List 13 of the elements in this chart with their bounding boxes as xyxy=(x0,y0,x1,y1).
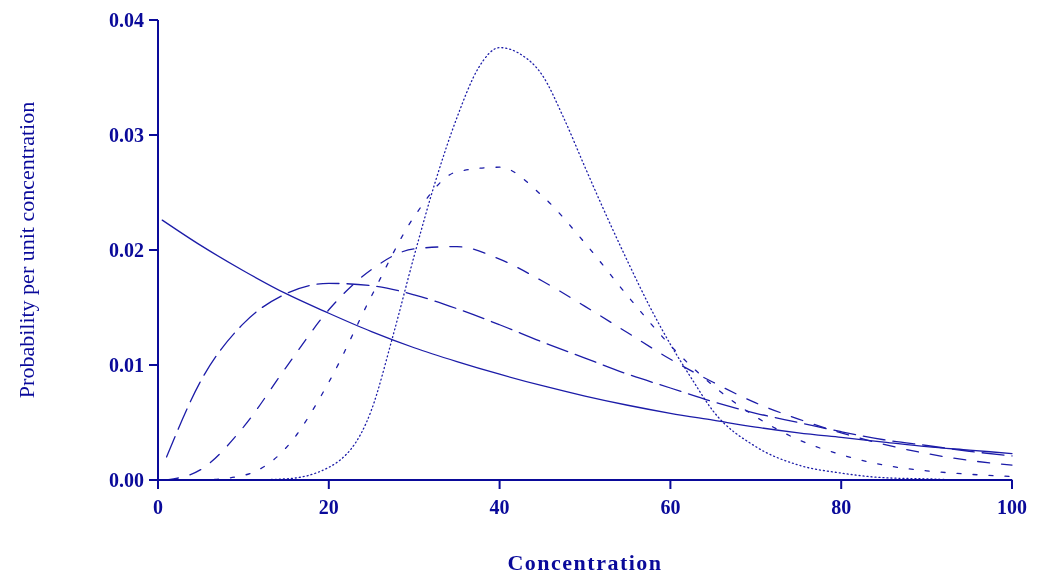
x-axis-title: Concentration xyxy=(507,550,663,575)
y-axis-title: Probability per unit concentration xyxy=(14,101,39,399)
y-tick-label: 0.02 xyxy=(109,239,144,261)
x-tick-label: 60 xyxy=(660,496,681,518)
y-tick-label: 0.00 xyxy=(109,469,144,491)
y-tick-label: 0.03 xyxy=(109,124,144,146)
x-tick-label: 80 xyxy=(831,496,852,518)
x-tick-label: 20 xyxy=(318,496,339,518)
x-tick-label: 0 xyxy=(153,496,163,518)
y-tick-label: 0.04 xyxy=(109,9,144,31)
x-tick-label: 40 xyxy=(489,496,510,518)
x-tick-label: 100 xyxy=(997,496,1027,518)
y-tick-label: 0.01 xyxy=(109,354,144,376)
